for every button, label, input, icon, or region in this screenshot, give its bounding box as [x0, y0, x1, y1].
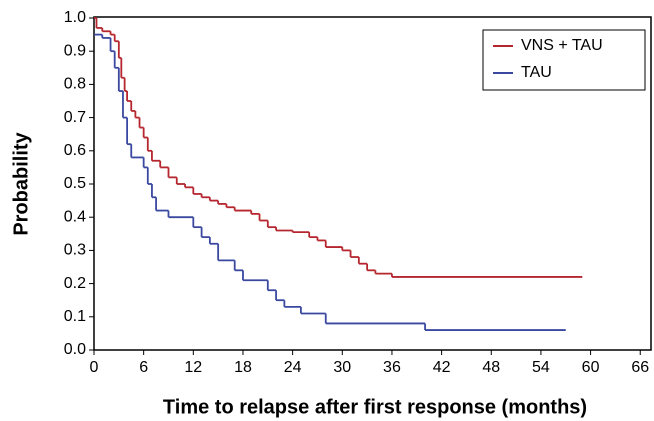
x-axis-title: Time to relapse after first response (mo…: [163, 396, 587, 418]
y-tick-label: 0.5: [64, 175, 86, 192]
x-tick-label: 60: [582, 359, 600, 376]
y-tick-label: 0.0: [64, 341, 86, 358]
y-tick-label: 1.0: [64, 9, 86, 26]
x-tick-label: 6: [139, 359, 148, 376]
x-tick-label: 30: [333, 359, 351, 376]
x-tick-label: 36: [383, 359, 401, 376]
x-tick-label: 42: [433, 359, 451, 376]
x-tick-label: 48: [482, 359, 500, 376]
x-tick-label: 54: [532, 359, 550, 376]
legend-label: TAU: [521, 64, 552, 81]
x-tick-label: 0: [90, 359, 99, 376]
legend-box: [482, 29, 646, 91]
x-tick-label: 12: [184, 359, 202, 376]
x-tick-label: 18: [234, 359, 252, 376]
x-tick-label: 66: [631, 359, 649, 376]
y-tick-label: 0.1: [64, 308, 86, 325]
y-tick-label: 0.6: [64, 142, 86, 159]
legend-label: VNS + TAU: [521, 37, 603, 54]
y-tick-label: 0.2: [64, 275, 86, 292]
y-axis-title: Probability: [10, 131, 32, 235]
y-tick-label: 0.3: [64, 242, 86, 259]
y-tick-label: 0.9: [64, 42, 86, 59]
x-tick-label: 24: [284, 359, 302, 376]
y-tick-label: 0.7: [64, 109, 86, 126]
y-tick-label: 0.4: [64, 208, 86, 225]
y-tick-label: 0.8: [64, 76, 86, 93]
